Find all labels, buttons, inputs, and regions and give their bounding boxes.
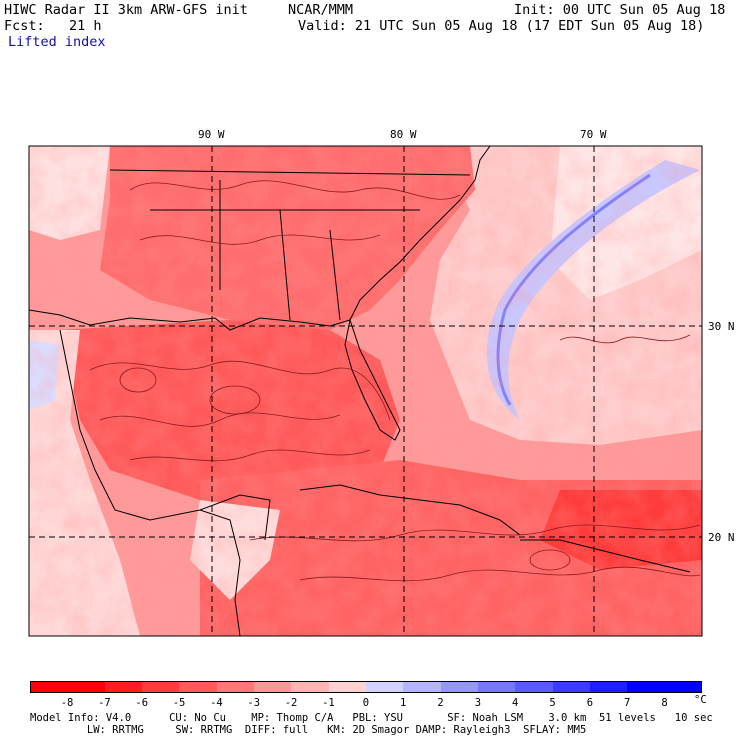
map-field [29,146,702,636]
colorbar-cell [403,681,442,693]
footer-line-2: LW: RRTMG SW: RRTMG DIFF: full KM: 2D Sm… [30,724,587,736]
colorbar-cell [104,681,143,693]
colorbar-tick-label: -6 [135,697,149,709]
colorbar-border [30,681,702,693]
coastlines [29,146,691,636]
colorbar-tick-label: 2 [437,697,444,709]
lon-label-80w: 80 W [390,128,417,141]
colorbar-tick-label: 1 [400,697,407,709]
colorbar-cell [664,681,703,693]
colorbar-tick-label: -8 [60,697,74,709]
forecast-hour: Fcst: 21 h [4,18,102,34]
lon-label-70w: 70 W [580,128,607,141]
graticule [29,146,702,636]
colorbar-cell [142,681,180,693]
map-frame [28,145,703,637]
footer-line-1: Model Info: V4.0 CU: No Cu MP: Thomp C/A… [30,712,713,724]
colorbar-tick-label: -3 [247,697,261,709]
colorbar-tick-label: -1 [322,697,335,709]
colorbar-tick-label: 0 [362,697,370,709]
model-title: HIWC Radar II 3km ARW-GFS init [4,2,248,18]
field-name: Lifted index [8,34,106,50]
contour-lines [89,180,701,582]
field-texture [29,146,702,636]
colorbar-cell [515,681,554,693]
colorbar-unit: °C [694,694,707,706]
colorbar-cell [590,681,628,693]
colorbar-tick-label: 5 [549,697,556,709]
colorbar-cell [216,681,255,693]
lon-label-90w: 90 W [198,128,225,141]
lat-label-30n: 30 N [708,320,735,333]
colorbar-cell [627,681,666,693]
colorbar-cell [179,681,218,693]
colorbar-tick-label: -7 [98,697,111,709]
valid-time: Valid: 21 UTC Sun 05 Aug 18 (17 EDT Sun … [298,18,705,34]
colorbar-cell [478,681,516,693]
colorbar-cell [552,681,591,693]
colorbar-tick-label: 6 [586,697,594,709]
colorbar-tick-label: -2 [284,697,298,709]
colorbar-cell [30,681,68,693]
colorbar-cell [291,681,330,693]
colorbar-cell [254,681,292,693]
colorbar-tick-label: 4 [512,697,519,709]
colorbar-tick-label: -4 [210,697,223,709]
colorbar-cell [366,681,404,693]
colorbar-tick-label: -5 [172,697,186,709]
colorbar-cell [67,681,106,693]
init-time: Init: 00 UTC Sun 05 Aug 18 [514,2,726,18]
colorbar-cell [328,681,367,693]
center-label: NCAR/MMM [288,2,354,18]
colorbar-tick-label: 3 [474,697,482,709]
colorbar-tick-label: 7 [624,697,631,709]
colorbar-tick-label: 8 [661,697,668,709]
colorbar-cell [440,681,479,693]
lat-label-20n: 20 N [708,531,735,544]
